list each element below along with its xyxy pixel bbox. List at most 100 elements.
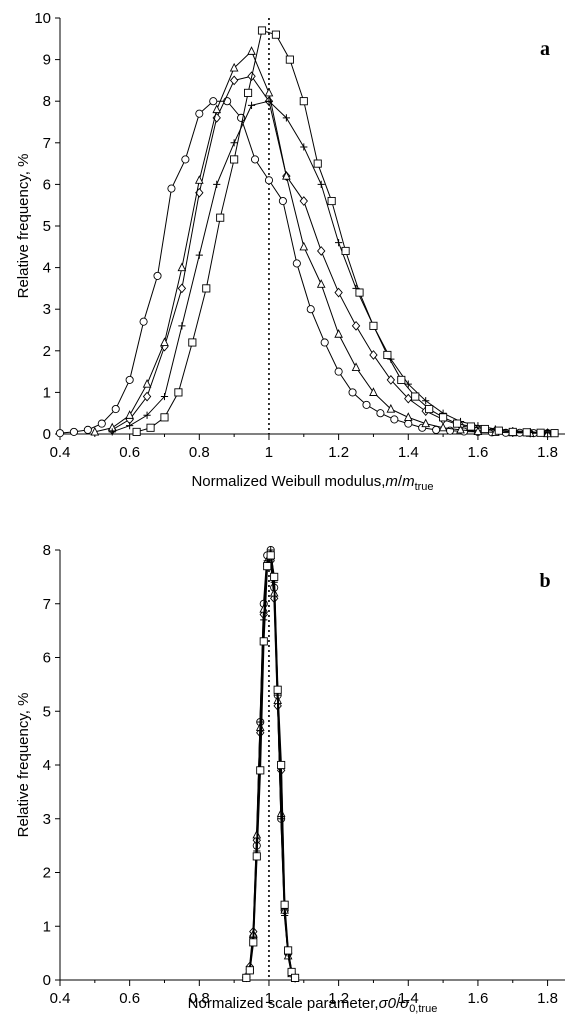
data-point <box>132 427 141 436</box>
chart-panel-a: 0 1 2 3 4 5 6 7 8 9 10 0.4 0.6 0.8 1 1.2 1.4 1.6 1.8 a Relat… <box>15 10 565 493</box>
data-point <box>257 26 267 35</box>
data-point <box>142 378 152 388</box>
data-point <box>348 388 357 397</box>
data-point <box>306 305 315 314</box>
data-point <box>355 288 364 297</box>
data-point <box>404 393 413 404</box>
data-point <box>125 410 134 419</box>
y-tick-label: 6 <box>43 176 51 193</box>
y-tick-label: 3 <box>43 301 51 318</box>
y-tick-label: 7 <box>43 596 51 613</box>
data-point <box>264 176 274 185</box>
data-point <box>273 685 282 694</box>
data-point <box>351 320 361 331</box>
data-point <box>265 97 273 105</box>
x-tick-label: 1 <box>265 444 273 461</box>
data-point <box>230 155 239 164</box>
data-point <box>334 287 343 298</box>
data-point <box>212 104 222 114</box>
data-point <box>386 375 396 385</box>
series-line <box>59 100 548 434</box>
data-point <box>160 392 169 401</box>
data-point <box>263 562 272 571</box>
y-tick-label: 10 <box>34 10 51 27</box>
data-point <box>292 259 301 268</box>
data-point <box>282 170 291 180</box>
data-point <box>194 175 204 184</box>
data-point <box>383 350 392 360</box>
data-point <box>209 97 218 106</box>
y-tick-label: 1 <box>43 918 51 935</box>
x-tick-label: 1.2 <box>328 444 349 461</box>
x-axis-label: Normalized Weibull modulus,m/mtrue <box>191 473 433 493</box>
data-point <box>247 101 256 109</box>
data-point <box>316 279 326 288</box>
data-point <box>202 284 211 293</box>
x-tick-label: 1.4 <box>398 444 419 461</box>
data-point <box>480 424 489 434</box>
data-point <box>317 180 325 188</box>
x-tick-label: 1.6 <box>468 990 489 1007</box>
data-point <box>83 425 92 434</box>
data-point <box>153 271 162 280</box>
data-point <box>260 616 268 624</box>
y-tick-label: 4 <box>43 757 51 774</box>
data-point <box>97 419 106 428</box>
data-point <box>369 387 378 396</box>
data-point <box>111 404 120 414</box>
data-point <box>174 388 183 397</box>
data-point <box>264 87 274 97</box>
data-point <box>362 400 371 409</box>
x-tick-label: 0.6 <box>119 444 140 461</box>
data-point <box>143 411 151 419</box>
data-point <box>188 338 197 347</box>
y-tick-label: 4 <box>43 260 51 277</box>
data-point <box>300 143 308 151</box>
y-tick-label: 1 <box>43 384 51 401</box>
data-point <box>327 196 336 206</box>
series-line <box>245 555 296 979</box>
data-point <box>230 139 238 147</box>
data-point <box>439 413 448 422</box>
data-point <box>229 62 239 72</box>
data-point <box>341 246 350 256</box>
data-point <box>494 426 503 435</box>
data-point <box>425 404 434 414</box>
x-tick-label: 1.8 <box>537 990 558 1007</box>
x-tick-label: 1.8 <box>537 444 558 461</box>
data-point <box>299 97 308 106</box>
data-point <box>452 419 462 428</box>
data-point <box>285 55 294 64</box>
data-point <box>376 409 385 418</box>
x-tick-label: 1.2 <box>328 990 349 1007</box>
data-point <box>195 109 204 118</box>
series-square <box>132 26 559 438</box>
y-tick-label: 7 <box>43 135 51 152</box>
data-point <box>245 966 254 975</box>
data-point <box>369 350 378 360</box>
data-point <box>266 551 275 560</box>
data-point <box>167 184 176 193</box>
data-point <box>536 428 545 437</box>
data-point <box>334 367 343 376</box>
data-point <box>256 718 264 726</box>
data-point <box>369 321 378 330</box>
data-point <box>390 415 399 424</box>
y-tick-label: 8 <box>43 93 51 110</box>
data-point <box>139 317 148 326</box>
data-point <box>404 380 412 388</box>
y-tick-label: 2 <box>43 343 51 360</box>
y-tick-label: 2 <box>43 865 51 882</box>
data-point <box>270 572 279 581</box>
data-point <box>229 75 239 86</box>
data-point <box>284 946 293 955</box>
data-point <box>250 155 260 164</box>
series-plus <box>242 546 299 982</box>
data-point <box>69 427 78 436</box>
data-point <box>108 428 116 436</box>
data-point <box>522 428 531 437</box>
data-point <box>242 973 251 982</box>
panel-letter: a <box>540 38 550 60</box>
data-point <box>256 766 265 775</box>
